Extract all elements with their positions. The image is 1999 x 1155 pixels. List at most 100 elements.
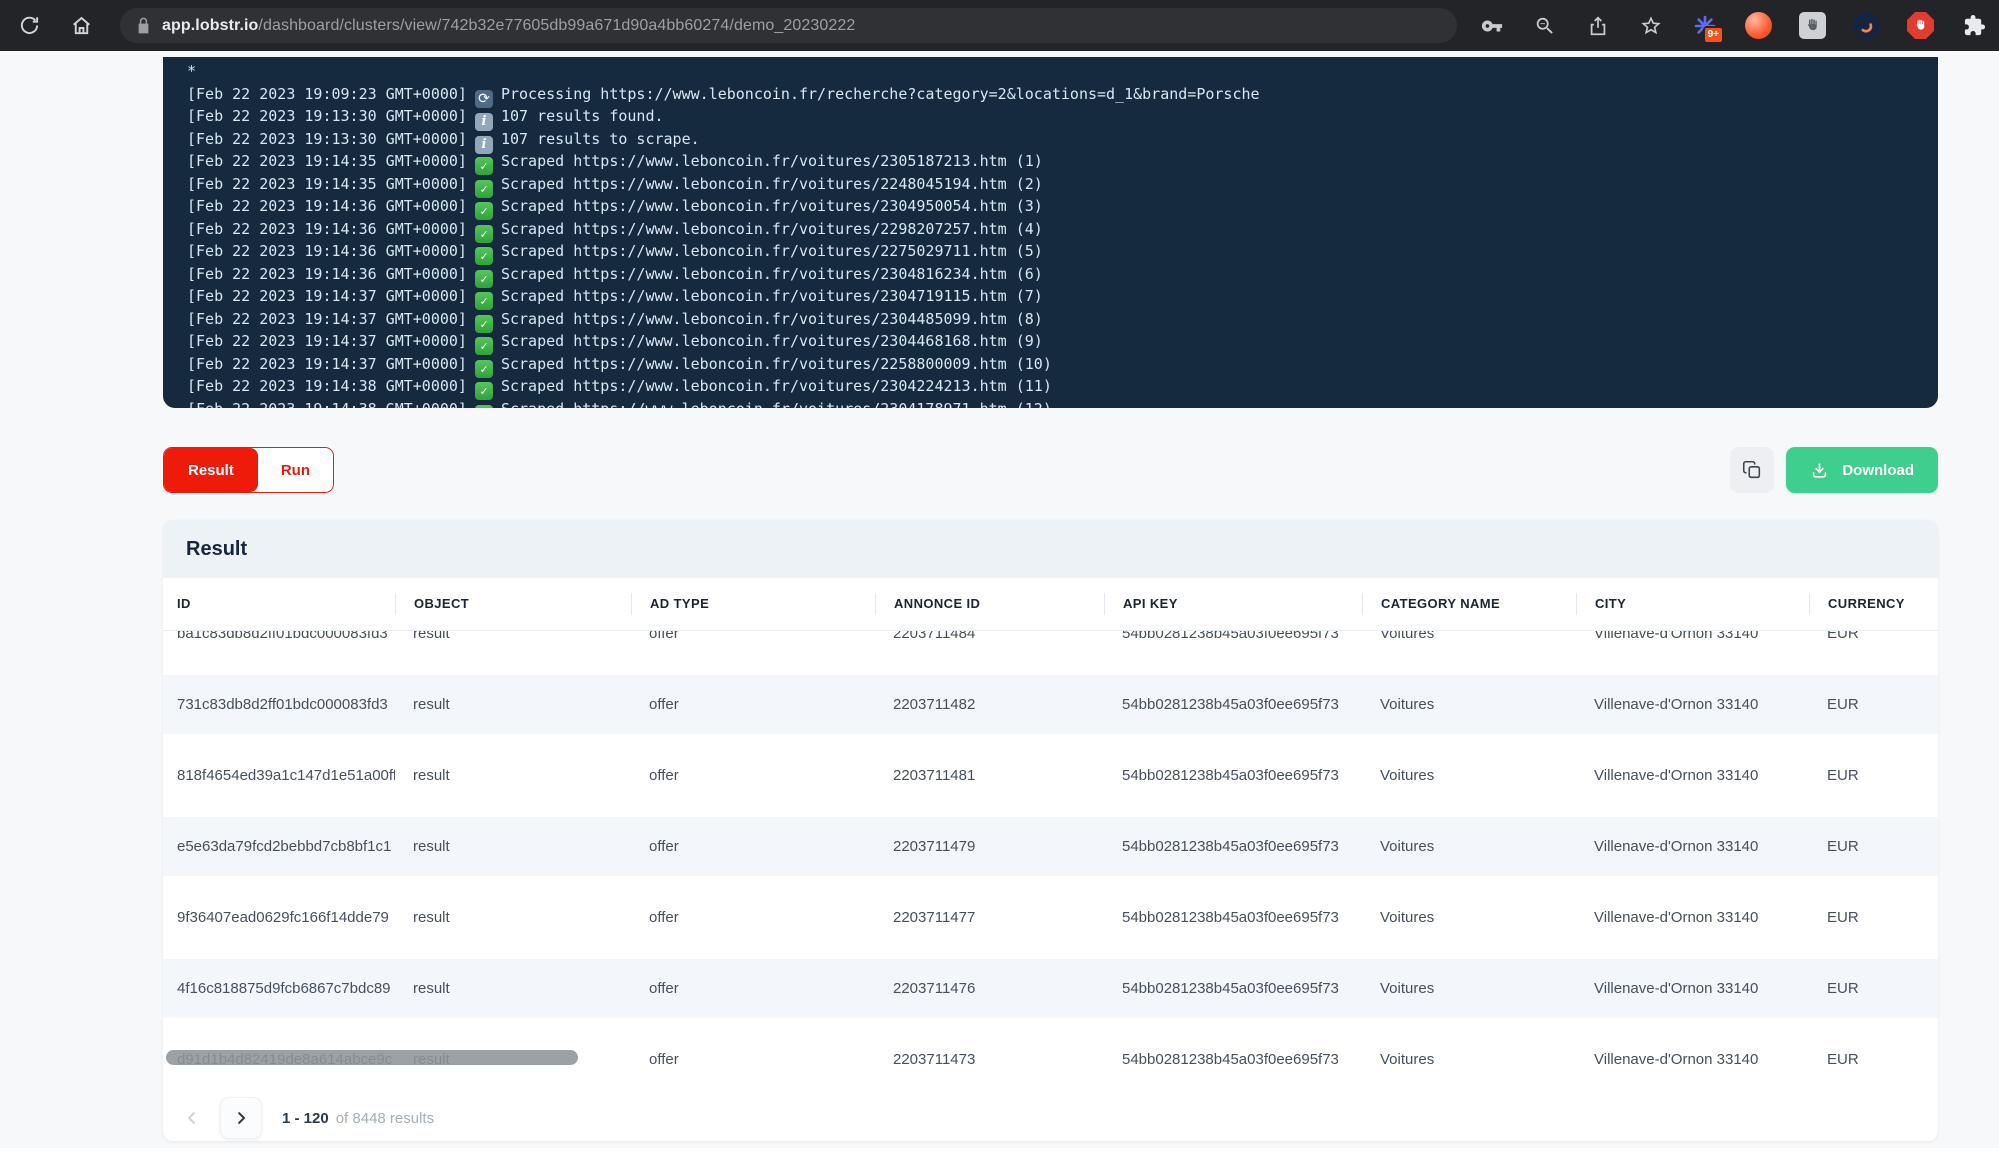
url-path: /dashboard/clusters/view/742b32e77605db9… [258,17,855,34]
zoom-out-icon[interactable] [1532,13,1558,39]
page-bottom-strip [0,1148,1999,1155]
cell-api-key: 54bb0281238b45a03f0ee695f73 [1104,767,1362,784]
share-icon[interactable] [1585,13,1611,39]
log-message: Scraped https://www.leboncoin.fr/voiture… [501,355,1052,373]
column-header[interactable]: ANNONCE ID [875,593,1104,615]
panel-title: Result [186,538,247,561]
cell-currency: EUR [1809,980,1938,997]
cell-annonce-id: 2203711481 [875,767,1104,784]
log-message: Scraped https://www.leboncoin.fr/voiture… [501,265,1043,283]
cell-annonce-id: 2203711482 [875,696,1104,713]
download-button[interactable]: Download [1786,447,1938,493]
pagination-range: 1 - 120 [282,1110,329,1127]
log-timestamp: [Feb 22 2023 19:13:30 GMT+0000] [187,107,467,125]
extension-stop-hand-icon[interactable] [1907,12,1934,39]
log-line: [Feb 22 2023 19:13:30 GMT+0000] 107 resul… [187,105,1938,128]
cell-id: 818f4654ed39a1c147d1e51a00ff [163,767,395,784]
copy-button[interactable] [1730,447,1774,493]
log-line: [Feb 22 2023 19:14:36 GMT+0000]Scraped h… [187,218,1938,241]
cell-ad-type: offer [631,696,875,713]
cell-api-key: 54bb0281238b45a03f0ee695f73 [1104,1051,1362,1068]
cell-ad-type: offer [631,767,875,784]
cell-ad-type: offer [631,631,875,642]
result-run-tabs: Result Run [163,447,334,493]
check-icon [475,405,493,408]
cell-ad-type: offer [631,980,875,997]
log-line: [Feb 22 2023 19:14:36 GMT+0000]Scraped h… [187,240,1938,263]
log-message: Scraped https://www.leboncoin.fr/voiture… [501,332,1043,350]
browser-toolbar: app.lobstr.io/dashboard/clusters/view/74… [0,0,1999,51]
cell-category-name: Voitures [1362,838,1576,855]
cell-id: e5e63da79fcd2bebbd7cb8bf1c1 [163,838,395,855]
extension-hand-icon[interactable] [1799,12,1826,39]
log-timestamp: [Feb 22 2023 19:14:37 GMT+0000] [187,332,467,350]
cell-city: Villenave-d'Ornon 33140 [1576,767,1809,784]
extension-starburst-icon[interactable]: 9+ [1691,12,1718,39]
tab-result[interactable]: Result [164,448,258,492]
cell-annonce-id: 2203711473 [875,1051,1104,1068]
table-row[interactable]: e5e63da79fcd2bebbd7cb8bf1c1 result offer… [163,811,1938,882]
column-header[interactable]: CITY [1576,593,1809,615]
prev-page-icon[interactable] [180,1109,204,1127]
table-row[interactable]: 818f4654ed39a1c147d1e51a00ff result offe… [163,740,1938,811]
cell-currency: EUR [1809,909,1938,926]
column-header[interactable]: CURRENCY [1809,593,1938,615]
log-message: Processing https://www.leboncoin.fr/rech… [501,85,1260,103]
log-line: [Feb 22 2023 19:14:37 GMT+0000]Scraped h… [187,308,1938,331]
extension-swirl-icon[interactable] [1853,12,1880,39]
log-console[interactable]: * [Feb 22 2023 19:09:23 GMT+0000]Process… [163,57,1938,408]
url-bar[interactable]: app.lobstr.io/dashboard/clusters/view/74… [120,8,1457,43]
log-timestamp: [Feb 22 2023 19:14:36 GMT+0000] [187,220,467,238]
cell-category-name: Voitures [1362,909,1576,926]
next-page-button[interactable] [220,1097,262,1139]
column-header[interactable]: OBJECT [395,593,631,615]
horizontal-scrollbar[interactable] [166,1050,578,1065]
log-message: Scraped https://www.leboncoin.fr/voiture… [501,287,1043,305]
column-header[interactable]: API KEY [1104,593,1362,615]
cell-annonce-id: 2203711476 [875,980,1104,997]
cell-currency: EUR [1809,838,1938,855]
cell-annonce-id: 2203711484 [875,631,1104,642]
cell-object: result [395,980,631,997]
tab-run[interactable]: Run [258,448,333,492]
cell-ad-type: offer [631,1051,875,1068]
log-timestamp: [Feb 22 2023 19:14:38 GMT+0000] [187,377,467,395]
column-header[interactable]: AD TYPE [631,593,875,615]
extensions-puzzle-icon[interactable] [1961,13,1987,39]
cell-city: Villenave-d'Ornon 33140 [1576,631,1809,642]
log-timestamp: [Feb 22 2023 19:14:37 GMT+0000] [187,355,467,373]
cell-api-key: 54bb0281238b45a03f0ee695f73 [1104,909,1362,926]
log-timestamp: [Feb 22 2023 19:14:35 GMT+0000] [187,175,467,193]
cell-api-key: 54bb0281238b45a03f0ee695f73 [1104,696,1362,713]
log-timestamp: [Feb 22 2023 19:14:38 GMT+0000] [187,400,467,409]
table-row[interactable]: ba1c83db8d2ff01bdc000083fd3 result offer… [163,631,1938,669]
table-row[interactable]: 4f16c818875d9fcb6867c7bdc89 result offer… [163,953,1938,1024]
bookmark-star-icon[interactable] [1638,13,1664,39]
extension-flame-icon[interactable] [1745,12,1772,39]
log-line: [Feb 22 2023 19:13:30 GMT+0000]107 resul… [187,128,1938,151]
log-message: Scraped https://www.leboncoin.fr/voiture… [501,400,1052,409]
log-message: 107 results found. [501,107,664,125]
log-message: Scraped https://www.leboncoin.fr/voiture… [501,152,1043,170]
home-icon[interactable] [68,13,94,39]
cell-object: result [395,696,631,713]
url-domain: app.lobstr.io [162,17,258,34]
cell-category-name: Voitures [1362,696,1576,713]
log-timestamp: [Feb 22 2023 19:09:23 GMT+0000] [187,85,467,103]
cell-category-name: Voitures [1362,631,1576,642]
cell-currency: EUR [1809,767,1938,784]
cell-annonce-id: 2203711479 [875,838,1104,855]
table-row[interactable]: 9f36407ead0629fc166f14dde79 result offer… [163,882,1938,953]
column-header[interactable]: ID [163,593,395,615]
cell-api-key: 54bb0281238b45a03f0ee695f73 [1104,838,1362,855]
column-header[interactable]: CATEGORY NAME [1362,593,1576,615]
reload-icon[interactable] [16,13,42,39]
log-timestamp: [Feb 22 2023 19:14:36 GMT+0000] [187,265,467,283]
log-line: [Feb 22 2023 19:09:23 GMT+0000] Processin… [187,83,1938,106]
key-icon[interactable] [1479,13,1505,39]
cell-id: ba1c83db8d2ff01bdc000083fd3 [163,631,395,642]
log-timestamp: [Feb 22 2023 19:14:36 GMT+0000] [187,242,467,260]
cell-category-name: Voitures [1362,1051,1576,1068]
table-row[interactable]: 731c83db8d2ff01bdc000083fd3 result offer… [163,669,1938,740]
log-timestamp: [Feb 22 2023 19:14:35 GMT+0000] [187,152,467,170]
